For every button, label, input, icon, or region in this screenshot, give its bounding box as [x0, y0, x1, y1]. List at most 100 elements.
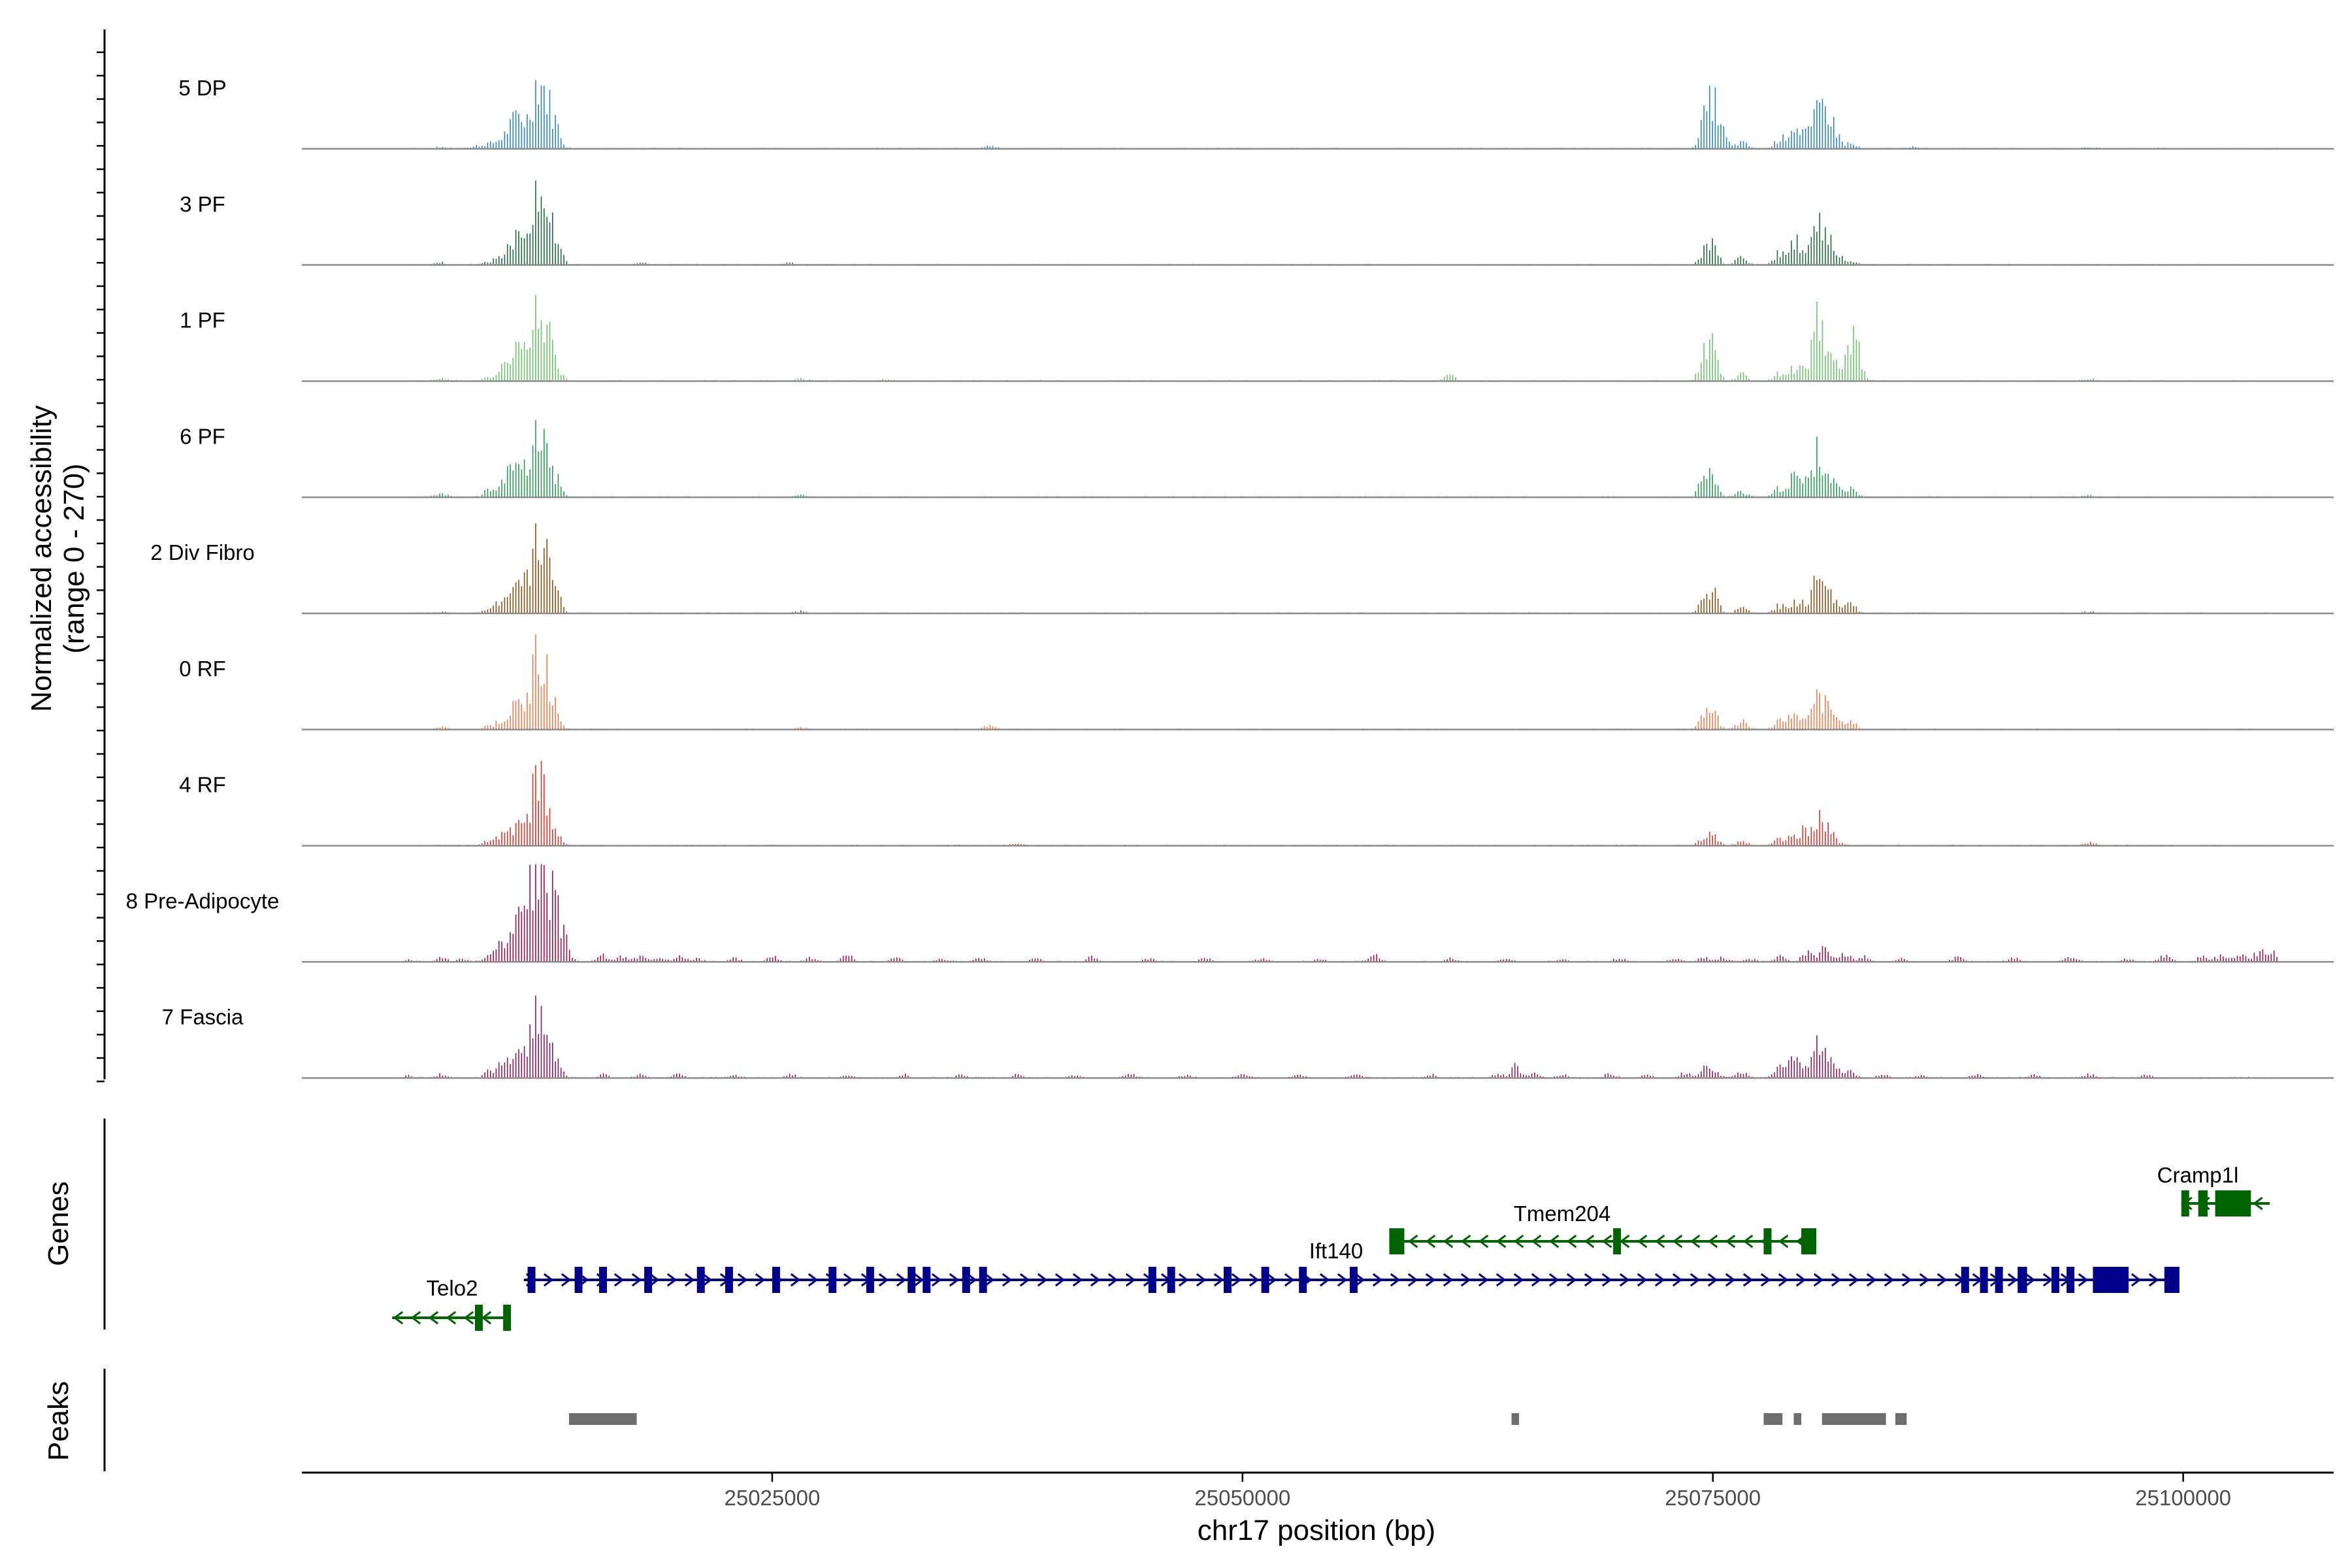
strand-arrow	[2078, 1273, 2089, 1287]
gene-label: Cramp1l	[2157, 1163, 2239, 1187]
strand-arrow	[446, 1311, 457, 1325]
strand-arrow	[2007, 1273, 2018, 1287]
coverage-track-8: 8 Pre-Adipocyte	[126, 864, 2334, 963]
strand-arrow	[1707, 1273, 1718, 1287]
strand-arrow	[613, 1273, 625, 1287]
gene-exon	[1167, 1267, 1175, 1293]
gene-exon	[574, 1267, 583, 1293]
strand-arrow	[1354, 1273, 1365, 1287]
gene-exon	[696, 1267, 705, 1293]
genes-y-label: Genes	[42, 1181, 74, 1266]
coverage-y-label-line2: (range 0 - 270)	[58, 463, 90, 653]
strand-arrow	[1090, 1273, 1101, 1287]
strand-arrow	[428, 1311, 439, 1325]
coverage-track-6: 0 RF	[179, 634, 2334, 730]
strand-arrow	[1231, 1273, 1242, 1287]
gene-exon	[2051, 1267, 2060, 1293]
strand-arrow	[1478, 1234, 1489, 1249]
strand-arrow	[1337, 1273, 1348, 1287]
gene-exon	[1224, 1267, 1232, 1293]
strand-arrow	[2148, 1273, 2159, 1287]
gene-exon	[907, 1267, 916, 1293]
strand-arrow	[1936, 1273, 1948, 1287]
strand-arrow	[1742, 1234, 1754, 1249]
strand-arrow	[1566, 1273, 1577, 1287]
strand-arrow	[1725, 1273, 1736, 1287]
coverage-y-axis	[97, 29, 106, 1083]
strand-arrow	[790, 1273, 801, 1287]
gene-telo2: Telo2	[427, 1190, 2270, 1300]
track-label: 3 PF	[180, 192, 225, 216]
strand-arrow	[1813, 1273, 1824, 1287]
strand-arrow	[631, 1273, 642, 1287]
peak-region	[1793, 1413, 1802, 1425]
strand-arrow	[1249, 1273, 1260, 1287]
strand-arrow	[949, 1273, 960, 1287]
coverage-track-4: 6 PF	[180, 420, 2334, 498]
strand-arrow	[931, 1273, 942, 1287]
track-label: 7 Fascia	[162, 1005, 244, 1029]
strand-arrow	[913, 1273, 924, 1287]
coverage-area-shape	[302, 180, 2334, 265]
strand-arrow	[1178, 1273, 1189, 1287]
strand-arrow	[1513, 1273, 1524, 1287]
strand-arrow	[649, 1273, 660, 1287]
coverage-track-1: 5 DP	[178, 76, 2334, 150]
strand-arrow	[1284, 1273, 1295, 1287]
strand-arrow	[808, 1273, 819, 1287]
coverage-area-shape	[302, 420, 2334, 498]
strand-arrow	[1425, 1234, 1436, 1249]
x-tick-label: 25100000	[2135, 1486, 2231, 1510]
coverage-area-shape	[302, 80, 2334, 149]
gene-label: Telo2	[427, 1276, 478, 1300]
x-tick-label: 25050000	[1194, 1486, 1290, 1510]
peak-region	[568, 1413, 637, 1425]
gene-exon	[923, 1267, 931, 1293]
gene-exon	[474, 1305, 483, 1331]
strand-arrow	[393, 1311, 404, 1325]
strand-arrow	[2042, 1273, 2053, 1287]
gene-exon	[1995, 1267, 2003, 1293]
strand-arrow	[1601, 1273, 1612, 1287]
strand-arrow	[702, 1273, 713, 1287]
gene-exon	[527, 1267, 536, 1293]
gene-exon	[1389, 1228, 1405, 1254]
peaks-y-label: Peaks	[42, 1381, 74, 1461]
strand-arrow	[1619, 1234, 1630, 1249]
gene-exon	[2066, 1267, 2075, 1293]
strand-arrow	[1584, 1273, 1595, 1287]
strand-arrow	[1495, 1234, 1507, 1249]
gene-exon	[828, 1267, 837, 1293]
strand-arrow	[481, 1311, 492, 1325]
gene-exon	[979, 1267, 987, 1293]
strand-arrow	[1548, 1273, 1560, 1287]
strand-arrow	[1654, 1234, 1665, 1249]
strand-arrow	[561, 1273, 572, 1287]
track-label: 8 Pre-Adipocyte	[126, 889, 280, 913]
gene-cramp1l: Cramp1l	[392, 1163, 2238, 1331]
gene-exon	[1961, 1267, 1969, 1293]
strand-arrow	[2131, 1273, 2142, 1287]
track-label: 2 Div Fibro	[150, 540, 255, 564]
strand-arrow	[1672, 1234, 1683, 1249]
strand-arrow	[1760, 1273, 1771, 1287]
strand-arrow	[1072, 1273, 1083, 1287]
gene-exon	[1349, 1267, 1358, 1293]
strand-arrow	[1019, 1273, 1030, 1287]
gene-exon	[1980, 1267, 1988, 1293]
x-axis: 25025000 25050000 25075000 25100000	[302, 1471, 2334, 1510]
strand-arrow	[1478, 1273, 1489, 1287]
coverage-area-shape	[302, 295, 2334, 382]
coverage-area-shape	[302, 634, 2334, 730]
strand-arrow	[1866, 1273, 1877, 1287]
strand-arrow	[1831, 1273, 1842, 1287]
coverage-track-5: 2 Div Fibro	[150, 523, 2334, 615]
gene-exon	[598, 1267, 607, 1293]
coverage-track-9: 7 Fascia	[162, 995, 2334, 1079]
gene-label: Tmem204	[1514, 1201, 1611, 1226]
strand-arrow	[1778, 1234, 1789, 1249]
peak-region	[1895, 1413, 1907, 1425]
genes-track: Cramp1l Ift140 Tmem204 Telo2	[103, 1119, 2270, 1331]
strand-arrow	[1460, 1234, 1471, 1249]
strand-arrow	[896, 1273, 907, 1287]
